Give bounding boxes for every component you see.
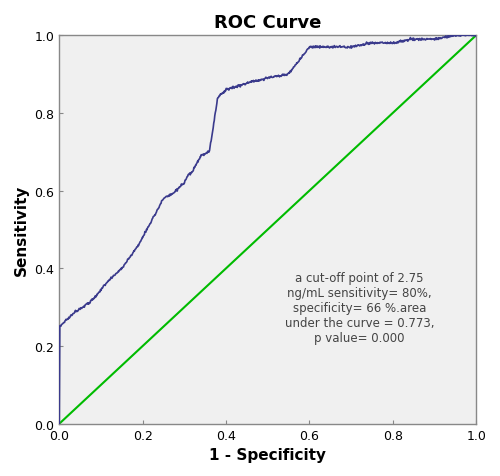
Title: ROC Curve: ROC Curve xyxy=(214,14,322,32)
Y-axis label: Sensitivity: Sensitivity xyxy=(14,184,29,276)
Text: a cut-off point of 2.75
ng/mL sensitivity= 80%,
specificity= 66 %.area
under the: a cut-off point of 2.75 ng/mL sensitivit… xyxy=(284,271,434,344)
X-axis label: 1 - Specificity: 1 - Specificity xyxy=(209,447,326,462)
